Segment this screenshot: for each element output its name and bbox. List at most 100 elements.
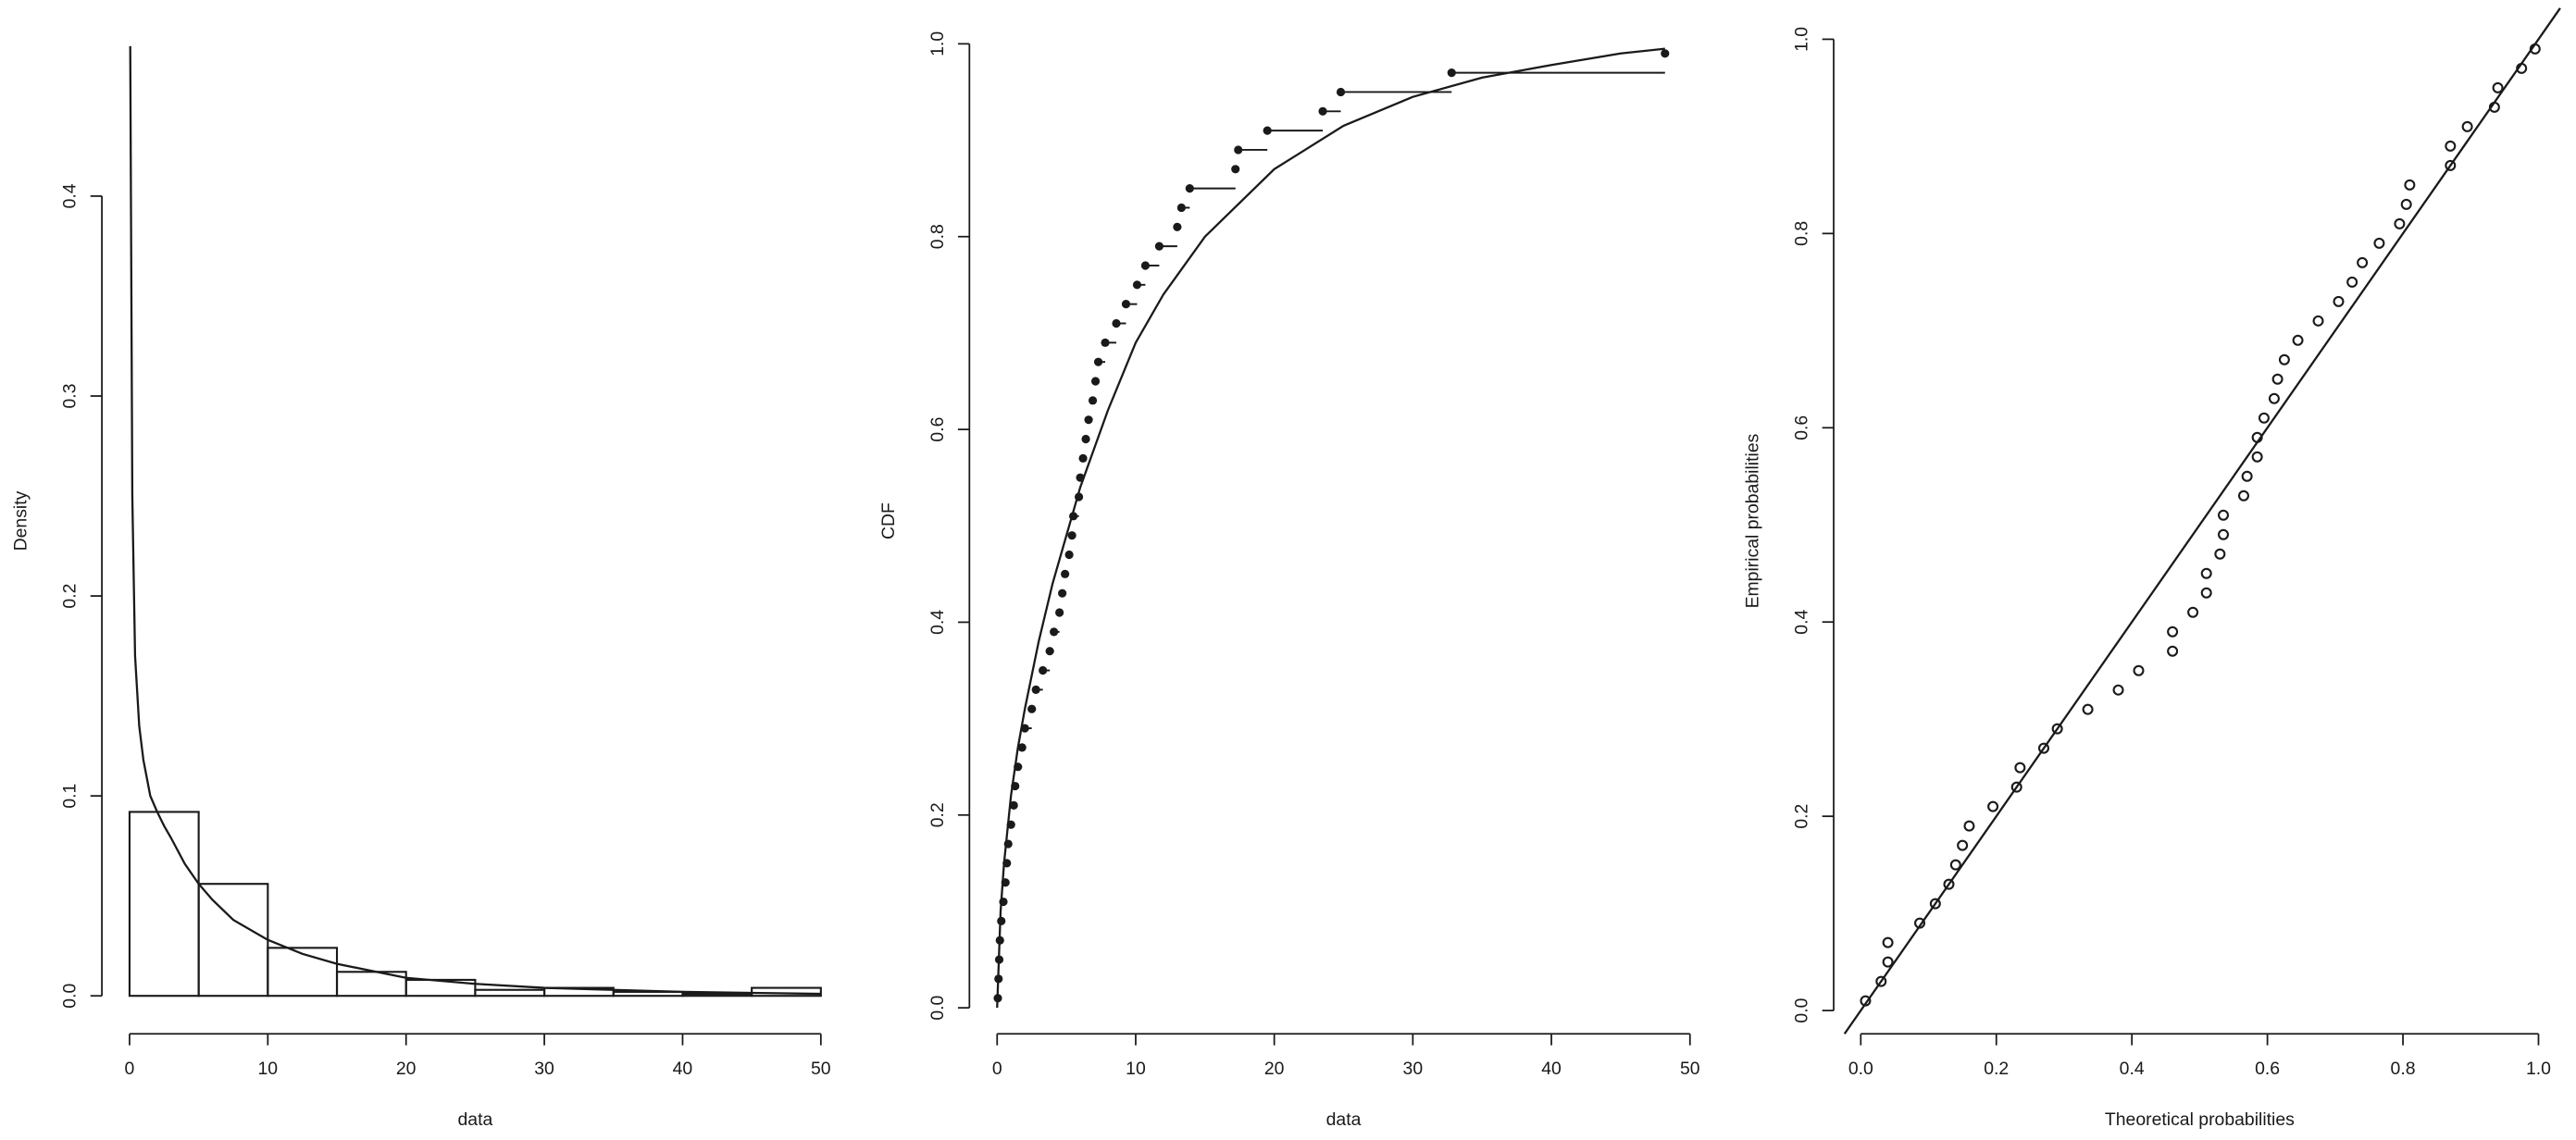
pp-point [1987,800,1999,812]
x-tick-label: 0 [125,1059,135,1079]
ecdf-point [1002,859,1012,868]
ecdf-point [1074,492,1084,502]
pp-point [2292,334,2304,346]
ecdf-point [994,974,1003,984]
pp-point [2237,489,2249,502]
pp-point [2258,412,2270,424]
pp-point [2400,198,2412,210]
pp-point [2373,237,2385,249]
pp-point [1943,878,1955,890]
pp-point [2492,81,2504,93]
ecdf-point [1067,531,1076,540]
histogram-bar [197,883,269,998]
pp-point [1882,936,1894,948]
ecdf-point [993,994,1002,1003]
y-tick-label: 0.1 [60,784,81,809]
y-axis-title: CDF [878,502,899,539]
y-tick-label: 0.0 [1792,998,1812,1022]
y-tick-label: 0.8 [927,224,948,249]
ecdf-point [997,916,1006,925]
pp-point [2312,315,2324,327]
y-tick-label: 0.2 [927,802,948,827]
x-axis-title: data [458,1109,493,1130]
x-tick-label: 0.6 [2255,1059,2280,1079]
x-axis-title: data [1326,1109,1362,1130]
ecdf-point [1045,647,1054,656]
ecdf-point [995,936,1004,945]
ecdf-point [1027,704,1037,713]
ecdf-point [1173,222,1182,231]
ecdf-point [1009,800,1018,810]
y-tick-label: 0.3 [60,384,81,409]
ecdf-point [1039,665,1048,675]
ecdf-point [1661,49,1670,58]
x-tick-label: 20 [396,1059,417,1079]
pp-point [1882,956,1894,968]
x-tick-label: 50 [811,1059,831,1079]
ecdf-point [1014,762,1023,772]
ecdf-point [1006,820,1015,829]
ecdf-point [1176,203,1186,213]
x-tick-label: 0.0 [1848,1059,1873,1079]
fitted-cdf-curve [996,47,1665,1009]
ecdf-point [1090,377,1101,386]
ecdf-point [1336,87,1346,97]
pp-point [2488,101,2500,113]
pp-point [2278,353,2290,366]
ecdf-point [1088,396,1098,405]
y-tick-label: 1.0 [927,31,948,56]
ecdf-point [1001,878,1010,887]
ecdf-point [1061,569,1070,578]
ecdf-point [1234,145,1243,155]
pp-point [2218,528,2230,540]
pp-point [2167,645,2179,657]
x-tick-label: 40 [673,1059,693,1079]
pp-point [2214,548,2226,560]
histogram-bar [128,811,200,998]
pp-point [2404,179,2416,191]
y-tick-label: 1.0 [1792,27,1812,52]
ecdf-point [1011,781,1020,791]
pp-point [2251,431,2263,443]
pp-point [2200,587,2212,599]
ecdf-point [1055,608,1064,617]
pp-point [1957,839,1969,851]
x-tick-label: 0.4 [2120,1059,2145,1079]
ecdf-point [994,955,1004,964]
ecdf-point [1093,357,1103,366]
pp-point [2082,703,2094,715]
ecdf-point [1112,318,1121,328]
x-axis-title: Theoretical probabilities [2105,1109,2295,1130]
pp-point [2051,723,2063,735]
pp-point [2187,606,2199,618]
ecdf-point [1050,627,1059,637]
pp-point [1949,859,1961,871]
ecdf-point [1101,338,1110,347]
x-tick-label: 0 [992,1059,1002,1079]
pp-point [2445,159,2457,171]
ecdf-point [1154,242,1164,251]
x-tick-label: 10 [1126,1059,1146,1079]
pp-point [1914,917,1926,929]
pp-point [2014,762,2026,774]
x-tick-label: 50 [1680,1059,1700,1079]
y-tick-label: 0.4 [60,183,81,208]
y-tick-label: 0.0 [60,984,81,1009]
x-tick-label: 0.8 [2391,1059,2416,1079]
pp-point [2010,781,2022,793]
x-tick-label: 30 [1403,1059,1424,1079]
ecdf-point [1081,434,1090,444]
ecdf-point [1231,165,1240,174]
y-tick-label: 0.8 [1792,221,1812,246]
y-tick-label: 0.2 [60,584,81,609]
pp-point [2218,509,2230,521]
ecdf-point [1263,126,1272,135]
y-tick-label: 0.4 [927,610,948,635]
pp-point [1963,820,1975,832]
ecdf-point [1020,724,1029,733]
ecdf-point [1017,743,1027,752]
pp-point [1860,995,1872,1007]
ecdf-point [1031,685,1040,694]
pp-point [2357,256,2369,268]
